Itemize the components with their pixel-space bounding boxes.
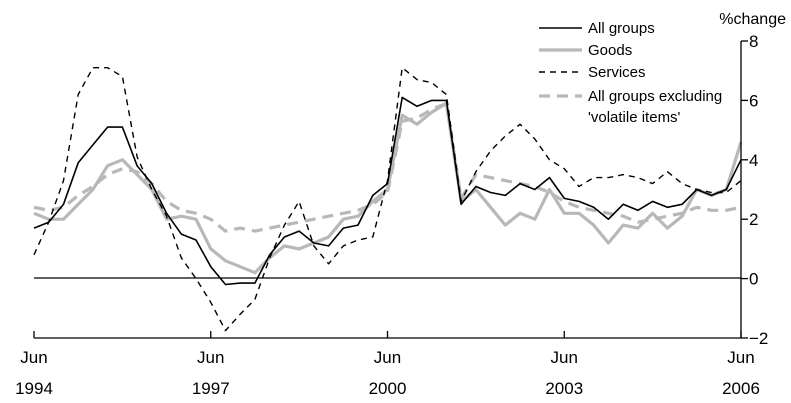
series-line-all-groups [33, 96, 742, 286]
y-tick-label: 0 [749, 270, 758, 289]
x-tick-year-label: 1997 [192, 379, 230, 398]
x-tick-year-label: 1994 [15, 379, 53, 398]
legend-label: All groups [588, 20, 655, 37]
series-layer [33, 67, 743, 332]
x-tick-year-label: 2000 [369, 379, 407, 398]
y-tick-label: 8 [749, 32, 758, 51]
x-tick-month-label: Jun [727, 348, 754, 367]
series-line-goods [33, 101, 743, 275]
y-ticks: −2 0 2 4 6 8 [741, 32, 768, 348]
x-tick-month-label: Jun [374, 348, 401, 367]
x-tick-month-label: Jun [551, 348, 578, 367]
legend: All groups Goods Services All groups exclud… [539, 20, 722, 126]
y-tick-label: 6 [749, 91, 758, 110]
legend-label: Services [588, 64, 646, 81]
x-tick-month-label: Jun [20, 348, 47, 367]
x-tick-month-label: Jun [197, 348, 224, 367]
x-tick-year-label: 2003 [545, 379, 583, 398]
x-ticks: Jun 1994 Jun 1997 Jun 2000 Jun 2003 Jun 2006 [15, 331, 760, 398]
x-axis: Jun 1994 Jun 1997 Jun 2000 Jun 2003 Jun 2006 [15, 331, 760, 398]
y-axis: −2 0 2 4 6 8 %change [719, 11, 786, 348]
legend-label: Goods [588, 42, 632, 59]
y-axis-unit-label: %change [719, 11, 786, 28]
legend-label: 'volatile items' [588, 109, 681, 126]
x-tick-year-label: 2006 [722, 379, 760, 398]
y-tick-label: 4 [749, 151, 758, 170]
legend-label: All groups excluding [588, 88, 722, 105]
y-tick-label: 2 [749, 210, 758, 229]
series-line-services [33, 67, 742, 332]
y-tick-label: −2 [749, 329, 768, 348]
